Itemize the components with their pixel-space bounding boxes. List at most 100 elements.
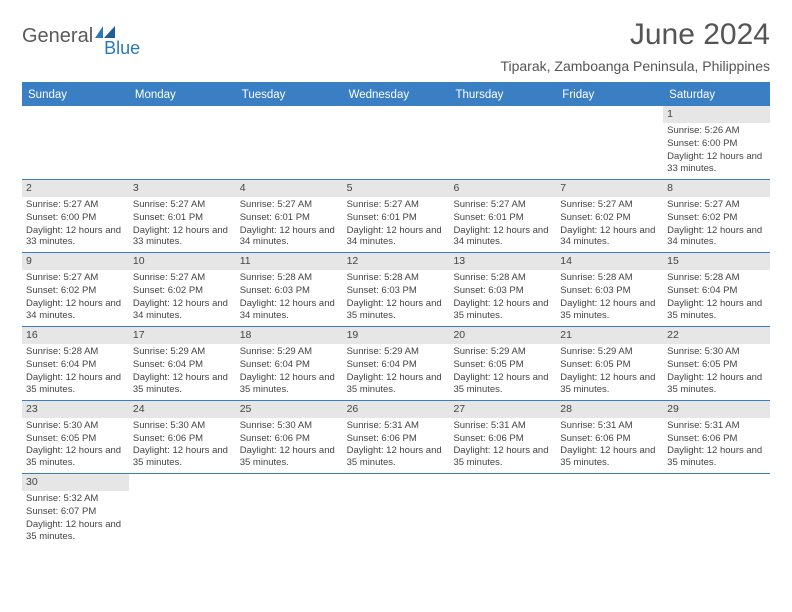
sunrise-text: Sunrise: 5:28 AM — [240, 272, 339, 284]
location: Tiparak, Zamboanga Peninsula, Philippine… — [500, 58, 770, 74]
sunset-text: Sunset: 6:02 PM — [667, 212, 766, 224]
week-row: 23Sunrise: 5:30 AMSunset: 6:05 PMDayligh… — [22, 401, 770, 475]
weeks-container: 1Sunrise: 5:26 AMSunset: 6:00 PMDaylight… — [22, 106, 770, 547]
day-number: 4 — [236, 180, 343, 197]
day-number: 19 — [343, 327, 450, 344]
sunrise-text: Sunrise: 5:27 AM — [133, 272, 232, 284]
sunrise-text: Sunrise: 5:28 AM — [26, 346, 125, 358]
day-cell: 6Sunrise: 5:27 AMSunset: 6:01 PMDaylight… — [449, 180, 556, 253]
day-number: 27 — [449, 401, 556, 418]
week-row: 2Sunrise: 5:27 AMSunset: 6:00 PMDaylight… — [22, 180, 770, 254]
day-header: Monday — [129, 84, 236, 106]
day-number: 29 — [663, 401, 770, 418]
sunset-text: Sunset: 6:05 PM — [26, 433, 125, 445]
sunrise-text: Sunrise: 5:29 AM — [347, 346, 446, 358]
day-cell: 21Sunrise: 5:29 AMSunset: 6:05 PMDayligh… — [556, 327, 663, 400]
day-number: 16 — [22, 327, 129, 344]
daylight-text: Daylight: 12 hours and 35 minutes. — [133, 372, 232, 396]
day-number: 14 — [556, 253, 663, 270]
day-number: 15 — [663, 253, 770, 270]
day-cell — [449, 474, 556, 547]
sunset-text: Sunset: 6:02 PM — [133, 285, 232, 297]
month-title: June 2024 — [500, 18, 770, 52]
sunrise-text: Sunrise: 5:27 AM — [453, 199, 552, 211]
day-cell: 25Sunrise: 5:30 AMSunset: 6:06 PMDayligh… — [236, 401, 343, 474]
sunrise-text: Sunrise: 5:27 AM — [133, 199, 232, 211]
daylight-text: Daylight: 12 hours and 33 minutes. — [667, 151, 766, 175]
daylight-text: Daylight: 12 hours and 35 minutes. — [667, 445, 766, 469]
day-cell — [449, 106, 556, 179]
day-cell — [129, 474, 236, 547]
sunset-text: Sunset: 6:05 PM — [453, 359, 552, 371]
day-header: Friday — [556, 84, 663, 106]
sunset-text: Sunset: 6:01 PM — [240, 212, 339, 224]
day-header: Wednesday — [343, 84, 450, 106]
sunrise-text: Sunrise: 5:28 AM — [347, 272, 446, 284]
sunset-text: Sunset: 6:03 PM — [560, 285, 659, 297]
sunrise-text: Sunrise: 5:27 AM — [240, 199, 339, 211]
daylight-text: Daylight: 12 hours and 35 minutes. — [26, 519, 125, 543]
sunrise-text: Sunrise: 5:26 AM — [667, 125, 766, 137]
day-cell — [129, 106, 236, 179]
sunset-text: Sunset: 6:02 PM — [560, 212, 659, 224]
sunrise-text: Sunrise: 5:28 AM — [453, 272, 552, 284]
sunrise-text: Sunrise: 5:30 AM — [26, 420, 125, 432]
sunrise-text: Sunrise: 5:27 AM — [560, 199, 659, 211]
day-cell: 1Sunrise: 5:26 AMSunset: 6:00 PMDaylight… — [663, 106, 770, 179]
day-header: Saturday — [663, 84, 770, 106]
sunset-text: Sunset: 6:06 PM — [240, 433, 339, 445]
day-cell: 24Sunrise: 5:30 AMSunset: 6:06 PMDayligh… — [129, 401, 236, 474]
day-cell: 7Sunrise: 5:27 AMSunset: 6:02 PMDaylight… — [556, 180, 663, 253]
daylight-text: Daylight: 12 hours and 34 minutes. — [26, 298, 125, 322]
day-header-row: Sunday Monday Tuesday Wednesday Thursday… — [22, 84, 770, 106]
day-number: 25 — [236, 401, 343, 418]
sunrise-text: Sunrise: 5:31 AM — [347, 420, 446, 432]
daylight-text: Daylight: 12 hours and 35 minutes. — [667, 298, 766, 322]
day-number: 5 — [343, 180, 450, 197]
sunset-text: Sunset: 6:03 PM — [453, 285, 552, 297]
day-number: 20 — [449, 327, 556, 344]
sunrise-text: Sunrise: 5:29 AM — [133, 346, 232, 358]
daylight-text: Daylight: 12 hours and 35 minutes. — [26, 372, 125, 396]
daylight-text: Daylight: 12 hours and 35 minutes. — [347, 445, 446, 469]
daylight-text: Daylight: 12 hours and 34 minutes. — [453, 225, 552, 249]
day-number: 12 — [343, 253, 450, 270]
sunrise-text: Sunrise: 5:29 AM — [240, 346, 339, 358]
daylight-text: Daylight: 12 hours and 34 minutes. — [560, 225, 659, 249]
day-cell: 28Sunrise: 5:31 AMSunset: 6:06 PMDayligh… — [556, 401, 663, 474]
day-header: Thursday — [449, 84, 556, 106]
day-cell: 30Sunrise: 5:32 AMSunset: 6:07 PMDayligh… — [22, 474, 129, 547]
logo-text-blue: Blue — [104, 38, 140, 59]
daylight-text: Daylight: 12 hours and 35 minutes. — [560, 372, 659, 396]
calendar: Sunday Monday Tuesday Wednesday Thursday… — [22, 82, 770, 547]
day-number: 10 — [129, 253, 236, 270]
sunset-text: Sunset: 6:04 PM — [347, 359, 446, 371]
sunset-text: Sunset: 6:05 PM — [667, 359, 766, 371]
day-cell — [343, 474, 450, 547]
day-cell — [22, 106, 129, 179]
day-number: 21 — [556, 327, 663, 344]
sunset-text: Sunset: 6:06 PM — [667, 433, 766, 445]
daylight-text: Daylight: 12 hours and 35 minutes. — [347, 372, 446, 396]
day-cell: 5Sunrise: 5:27 AMSunset: 6:01 PMDaylight… — [343, 180, 450, 253]
day-cell: 20Sunrise: 5:29 AMSunset: 6:05 PMDayligh… — [449, 327, 556, 400]
daylight-text: Daylight: 12 hours and 33 minutes. — [26, 225, 125, 249]
sunset-text: Sunset: 6:06 PM — [347, 433, 446, 445]
day-number: 24 — [129, 401, 236, 418]
sunset-text: Sunset: 6:01 PM — [453, 212, 552, 224]
day-cell — [556, 474, 663, 547]
daylight-text: Daylight: 12 hours and 35 minutes. — [560, 445, 659, 469]
day-cell: 17Sunrise: 5:29 AMSunset: 6:04 PMDayligh… — [129, 327, 236, 400]
day-cell: 4Sunrise: 5:27 AMSunset: 6:01 PMDaylight… — [236, 180, 343, 253]
day-cell: 14Sunrise: 5:28 AMSunset: 6:03 PMDayligh… — [556, 253, 663, 326]
sunset-text: Sunset: 6:04 PM — [667, 285, 766, 297]
sunrise-text: Sunrise: 5:30 AM — [240, 420, 339, 432]
day-number: 3 — [129, 180, 236, 197]
day-cell: 16Sunrise: 5:28 AMSunset: 6:04 PMDayligh… — [22, 327, 129, 400]
day-cell: 18Sunrise: 5:29 AMSunset: 6:04 PMDayligh… — [236, 327, 343, 400]
day-cell — [236, 474, 343, 547]
sunset-text: Sunset: 6:03 PM — [240, 285, 339, 297]
day-cell: 19 Sunrise: 5:29 AMSunset: 6:04 PMDayligh… — [343, 327, 450, 400]
daylight-text: Daylight: 12 hours and 34 minutes. — [133, 298, 232, 322]
sunset-text: Sunset: 6:06 PM — [453, 433, 552, 445]
